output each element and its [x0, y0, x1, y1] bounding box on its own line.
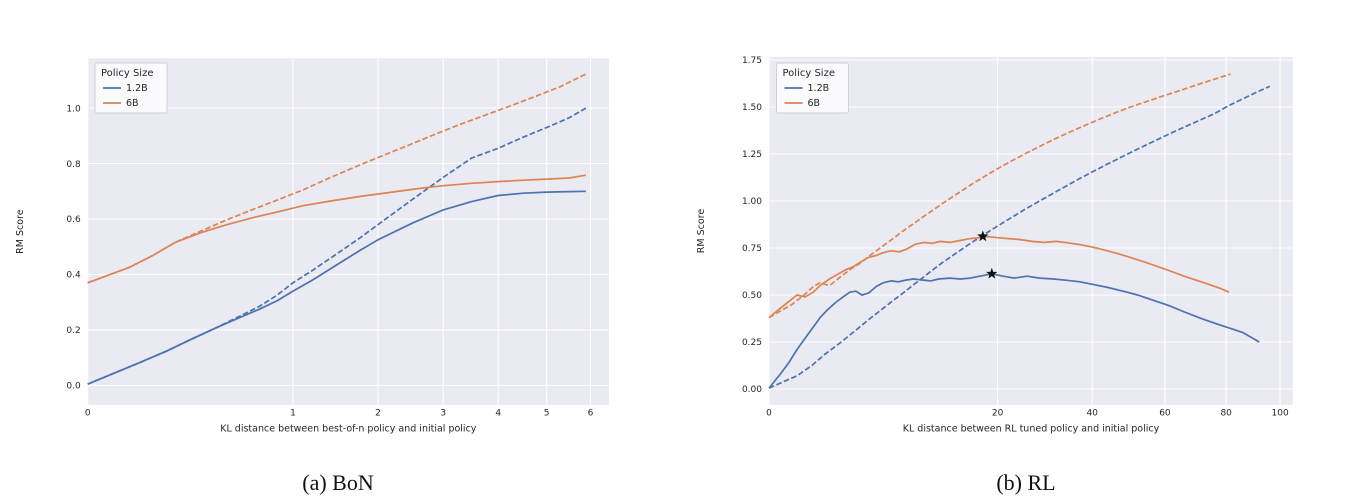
x-tick-label: 3 [440, 409, 446, 419]
y-tick-label: 0.00 [742, 385, 762, 395]
legend-entry-label: 6B [126, 98, 139, 109]
x-tick-label: 2 [375, 409, 381, 419]
x-tick-label: 0 [85, 409, 91, 419]
chart-bon: 0 1 2 3 4 5 6 0.0 0.2 0.4 0.6 0.8 1.0 KL distance bet… [15, 58, 609, 435]
plot-area [769, 57, 1293, 405]
legend-entry-label: 1.2B [126, 83, 148, 94]
x-tick-label: 80 [1220, 409, 1232, 419]
x-tick-label: 20 [992, 409, 1004, 419]
series-bon-blue-solid [87, 190, 586, 385]
x-tick-label: 40 [1087, 409, 1099, 419]
tick-labels: 0 20 40 60 80 100 0.00 0.25 0.50 0.75 1.00 1.25 1.50… [742, 56, 1289, 418]
tick-labels: 0 1 2 3 4 5 6 0.0 0.2 0.4 0.6 0.8 1.0 [66, 104, 593, 418]
x-tick-label: 6 [588, 409, 594, 419]
x-tick-label: 4 [495, 409, 501, 419]
series-rl-blue-solid [768, 272, 1260, 389]
y-tick-label: 0.50 [742, 291, 762, 301]
y-axis-label: RM Score [696, 209, 707, 254]
legend-entry-label: 1.2B [808, 83, 830, 94]
legend: Policy Size 1.2B 6B [94, 62, 168, 114]
series-rl-blue-dashed [768, 85, 1271, 389]
y-tick-label: 1.25 [742, 150, 762, 160]
x-tick-label: 1 [290, 409, 296, 419]
legend-box [776, 62, 849, 114]
y-tick-label: 0.4 [66, 271, 81, 281]
chart-rl: 0 20 40 60 80 100 0.00 0.25 0.50 0.75 1.00 1.25 1.50… [696, 56, 1293, 435]
series-rl-orange-solid [768, 235, 1230, 319]
legend-box [94, 62, 168, 114]
y-tick-label: 0.75 [742, 244, 762, 254]
x-tick-label: 100 [1272, 409, 1289, 419]
y-tick-label: 1.00 [742, 197, 762, 207]
y-tick-label: 1.0 [66, 104, 81, 114]
star-marker-rl-1 [986, 267, 998, 279]
x-tick-label: 5 [544, 409, 550, 419]
legend: Policy Size 1.2B 6B [776, 62, 849, 114]
x-axis-label: KL distance between RL tuned policy and … [903, 424, 1160, 435]
x-tick-label: 0 [766, 409, 772, 419]
y-tick-label: 0.8 [66, 160, 81, 170]
x-tick-label: 60 [1159, 409, 1171, 419]
star-marker-rl-0 [977, 230, 989, 242]
y-tick-label: 0.25 [742, 338, 762, 348]
y-axis-label: RM Score [15, 209, 26, 254]
gridlines [768, 57, 1293, 405]
y-tick-label: 1.50 [742, 103, 762, 113]
series-bon-orange-solid [87, 174, 587, 284]
gridlines [87, 58, 609, 405]
legend-title: Policy Size [101, 68, 153, 79]
y-tick-label: 1.75 [742, 56, 762, 66]
caption-bon: (a) BoN [302, 470, 374, 495]
y-tick-label: 0.0 [66, 382, 81, 392]
legend-title: Policy Size [783, 68, 835, 79]
legend-entry-label: 6B [808, 98, 821, 109]
y-tick-label: 0.6 [66, 215, 81, 225]
series-rl-orange-dashed [768, 73, 1231, 319]
y-tick-label: 0.2 [66, 326, 80, 336]
x-axis-label: KL distance between best-of-n policy and… [220, 424, 477, 435]
caption-rl: (b) RL [996, 470, 1056, 495]
